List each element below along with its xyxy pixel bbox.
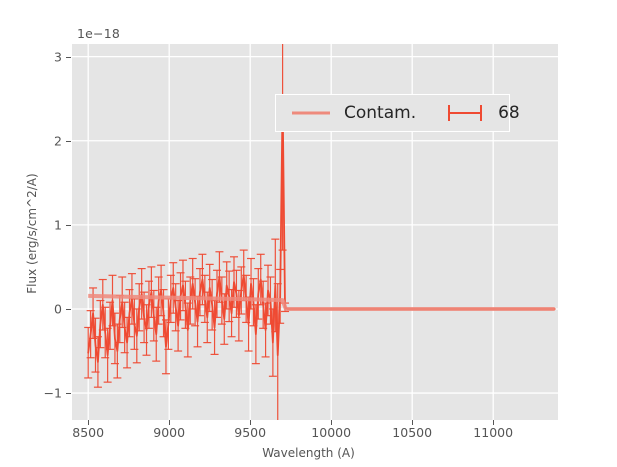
data-line-series-68 [87, 97, 556, 363]
x-axis-label: Wavelength (A) [262, 446, 355, 460]
y-tick-label: 2 [54, 133, 62, 149]
x-tick-label: 10500 [392, 425, 433, 440]
x-tick-label: 8500 [72, 425, 105, 440]
legend-entry-contam: Contam. [276, 103, 416, 123]
y-tickmark [66, 56, 71, 58]
legend-box: Contam. 68 [275, 94, 520, 132]
legend-entry-errorbar: 68 [416, 103, 520, 123]
legend-line-swatch [292, 111, 330, 115]
x-tick-label: 9000 [153, 425, 186, 440]
x-tickmark [493, 420, 495, 425]
y-tickmark [66, 140, 71, 142]
x-tick-label: 10000 [311, 425, 352, 440]
y-tick-label: 0 [54, 301, 62, 317]
y-tickmark [66, 393, 71, 395]
x-tickmark [250, 420, 252, 425]
x-tickmark [169, 420, 171, 425]
y-tick-label-column: −1 0 1 2 3 [36, 0, 62, 467]
errorbar-series-68 [84, 44, 290, 420]
legend-label-errorbar: 68 [498, 103, 520, 123]
contamination-line-series [88, 293, 555, 311]
legend-label-contam: Contam. [344, 103, 417, 123]
x-tickmark [412, 420, 414, 425]
legend-errorbar-swatch [448, 105, 483, 121]
y-tickmark [66, 308, 71, 310]
y-axis-label: Flux (erg/s/cm^2/A) [25, 173, 39, 294]
y-tickmark [66, 224, 71, 226]
y-tick-label: 1 [54, 217, 62, 233]
y-tick-label: 3 [54, 49, 62, 65]
x-tick-label: 9500 [234, 425, 267, 440]
plot-canvas [72, 44, 558, 420]
y-tick-label: −1 [43, 385, 62, 401]
plot-area: Contam. 68 [72, 44, 558, 420]
x-tickmark [331, 420, 333, 425]
x-tickmark [88, 420, 90, 425]
x-tick-label: 11000 [473, 425, 514, 440]
y-axis-offset-text: 1e−18 [77, 26, 121, 41]
